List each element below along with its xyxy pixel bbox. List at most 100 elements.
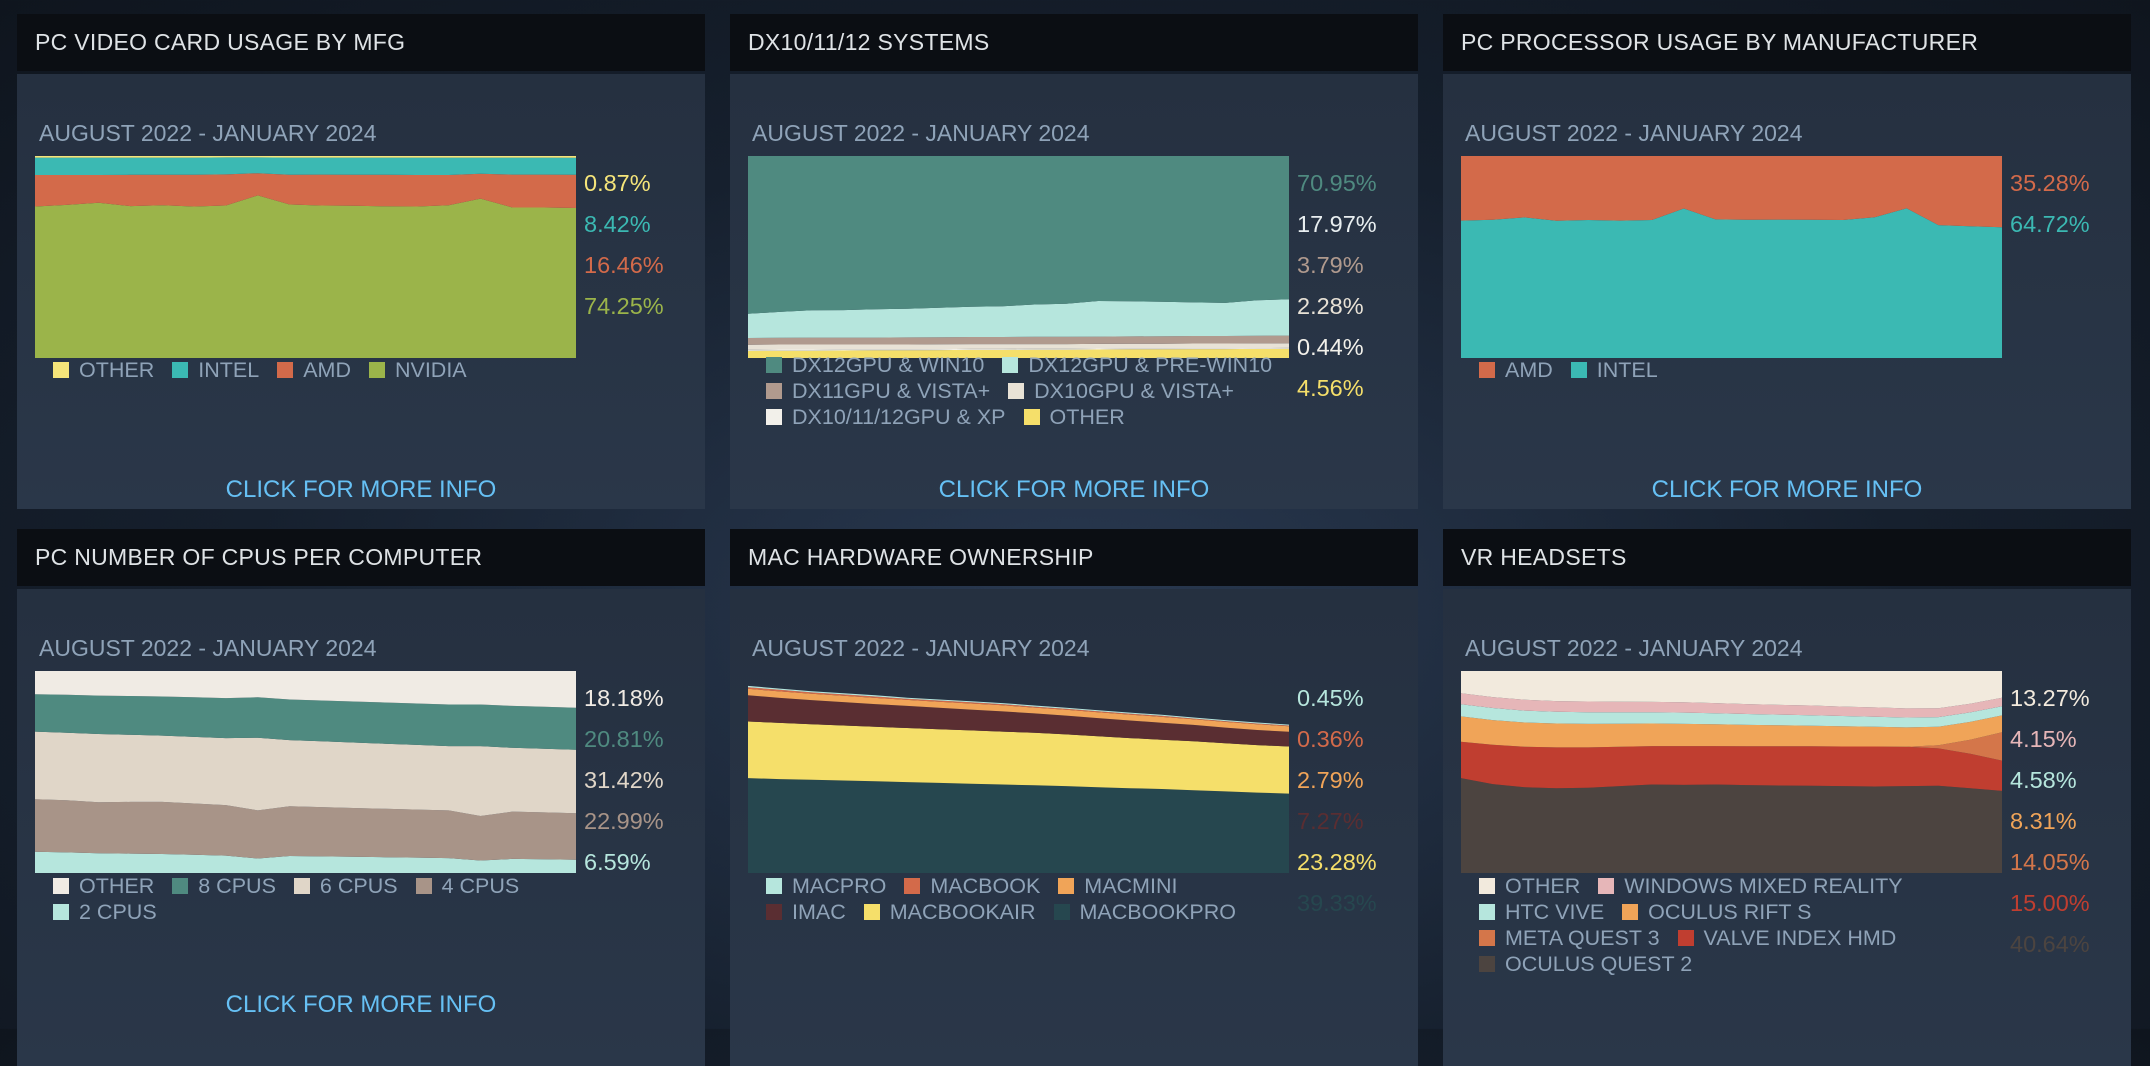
legend-item: DX11GPU & VISTA+ <box>766 378 990 404</box>
legend-item: MACBOOK <box>904 873 1040 899</box>
value-label: 3.79% <box>1297 252 1364 278</box>
legend-swatch <box>172 878 189 894</box>
legend-row: DX10/11/12GPU & XP OTHER <box>766 404 1290 430</box>
chart-svg <box>1461 156 2002 358</box>
legend-row: META QUEST 3 VALVE INDEX HMD <box>1479 925 1921 951</box>
legend-label: DX10/11/12GPU & XP <box>792 405 1006 429</box>
panel-body: AUGUST 2022 - JANUARY 2024 70.95% 17.97% 3.… <box>730 74 1418 509</box>
area-series-dx12gpu-win10 <box>748 156 1289 314</box>
more-info-link[interactable]: CLICK FOR MORE INFO <box>225 991 497 1018</box>
legend-label: OTHER <box>79 874 155 898</box>
legend-item: 8 CPUS <box>172 873 276 899</box>
legend-item: DX12GPU & WIN10 <box>766 352 984 378</box>
value-label: 17.97% <box>1297 211 1377 237</box>
legend-label: OCULUS QUEST 2 <box>1505 952 1693 976</box>
legend-swatch <box>1023 409 1040 425</box>
legend-item: OTHER <box>1023 404 1125 430</box>
area-chart <box>35 156 576 358</box>
legend-label: MACBOOK <box>930 874 1041 898</box>
legend-item: 2 CPUS <box>53 899 157 925</box>
area-series-other <box>748 348 1289 358</box>
legend-item: OCULUS QUEST 2 <box>1479 951 1692 977</box>
legend-item: AMD <box>1479 357 1553 383</box>
panel-title: DX10/11/12 SYSTEMS <box>730 14 1418 71</box>
area-series-intel <box>35 157 576 175</box>
more-info-link[interactable]: CLICK FOR MORE INFO <box>938 476 1210 503</box>
legend-label: HTC VIVE <box>1505 900 1605 924</box>
chart-svg <box>1461 671 2002 873</box>
area-series-amd <box>35 173 576 208</box>
value-label: 4.58% <box>2010 767 2077 793</box>
period-label: AUGUST 2022 - JANUARY 2024 <box>39 120 377 146</box>
chart-panel-6: VR HEADSETS AUGUST 2022 - JANUARY 2024 13.… <box>1443 529 2131 1066</box>
area-series-imac <box>748 695 1289 747</box>
legend-label: IMAC <box>792 900 846 924</box>
legend-item: NVIDIA <box>368 357 467 383</box>
value-label: 13.27% <box>2010 685 2090 711</box>
area-series-other <box>1461 671 2002 709</box>
legend-swatch <box>766 878 782 894</box>
value-label: 0.36% <box>1297 726 1364 752</box>
legend-label: DX12GPU & PRE-WIN10 <box>1028 353 1273 377</box>
value-label: 8.42% <box>584 211 651 237</box>
legend-item: OTHER <box>53 357 154 383</box>
area-series-windows-mixed-reality <box>1461 693 2002 718</box>
legend-row: OCULUS QUEST 2 <box>1479 951 1921 977</box>
value-label: 39.33% <box>1297 890 1377 916</box>
value-label: 35.28% <box>2010 170 2090 196</box>
value-label: 18.18% <box>584 685 664 711</box>
chart-legend: OTHER WINDOWS MIXED REALITY HTC VIVE OCULUS… <box>1479 873 1921 977</box>
area-series-macbookpro <box>748 778 1289 873</box>
legend-item: VALVE INDEX HMD <box>1677 925 1897 951</box>
panel-body: AUGUST 2022 - JANUARY 2024 13.27% 4.15% 4.5… <box>1443 589 2131 1066</box>
legend-swatch <box>1479 930 1495 946</box>
area-series-dx10gpu-vista- <box>748 343 1289 350</box>
value-label: 14.05% <box>2010 849 2090 875</box>
chart-panel-5: MAC HARDWARE OWNERSHIP AUGUST 2022 - JANU… <box>730 529 1418 1066</box>
legend-swatch <box>53 362 69 378</box>
panel-title: PC VIDEO CARD USAGE BY MFG <box>17 14 705 71</box>
legend-item: META QUEST 3 <box>1479 925 1660 951</box>
legend-label: AMD <box>303 358 351 382</box>
chart-panel-2: DX10/11/12 SYSTEMS AUGUST 2022 - JANUARY … <box>730 14 1418 509</box>
chart-legend: AMD INTEL <box>1479 357 1676 383</box>
area-series-8-cpus <box>35 694 576 750</box>
legend-row: IMAC MACBOOKAIR MACBOOKPRO <box>766 899 1254 925</box>
area-series-other <box>35 671 576 708</box>
legend-label: NVIDIA <box>394 358 467 382</box>
value-label: 15.00% <box>2010 890 2090 916</box>
panel-title: VR HEADSETS <box>1443 529 2131 586</box>
area-series-dx12gpu-pre-win10 <box>748 299 1289 338</box>
value-label: 0.45% <box>1297 685 1364 711</box>
legend-swatch <box>1570 362 1587 378</box>
area-chart <box>748 156 1289 358</box>
area-series-oculus-quest-2 <box>1461 778 2002 873</box>
area-chart <box>748 671 1289 873</box>
period-label: AUGUST 2022 - JANUARY 2024 <box>1465 120 1803 146</box>
more-info-link[interactable]: CLICK FOR MORE INFO <box>1651 476 1923 503</box>
legend-swatch <box>368 362 385 378</box>
chart-legend: DX12GPU & WIN10 DX12GPU & PRE-WIN10 DX11GP… <box>766 352 1290 430</box>
value-label: 20.81% <box>584 726 664 752</box>
legend-label: INTEL <box>1596 358 1658 382</box>
legend-swatch <box>1479 904 1495 920</box>
more-info-link[interactable]: CLICK FOR MORE INFO <box>225 476 497 503</box>
area-series-oculus-rift-s <box>1461 715 2002 748</box>
legend-swatch <box>1058 878 1075 894</box>
legend-label: VALVE INDEX HMD <box>1703 926 1897 950</box>
value-label: 2.79% <box>1297 767 1364 793</box>
area-chart <box>35 671 576 873</box>
legend-row: DX12GPU & WIN10 DX12GPU & PRE-WIN10 <box>766 352 1290 378</box>
value-label: 40.64% <box>2010 931 2090 957</box>
legend-swatch <box>1622 904 1639 920</box>
chart-svg <box>35 671 576 873</box>
legend-item: MACBOOKAIR <box>863 899 1036 925</box>
period-label: AUGUST 2022 - JANUARY 2024 <box>39 635 377 661</box>
period-label: AUGUST 2022 - JANUARY 2024 <box>1465 635 1803 661</box>
chart-svg <box>35 156 576 358</box>
value-label: 31.42% <box>584 767 664 793</box>
legend-item: AMD <box>277 357 351 383</box>
panel-body: AUGUST 2022 - JANUARY 2024 18.18% 20.81% 31… <box>17 589 705 1066</box>
legend-swatch <box>293 878 310 894</box>
legend-label: WINDOWS MIXED REALITY <box>1624 874 1903 898</box>
